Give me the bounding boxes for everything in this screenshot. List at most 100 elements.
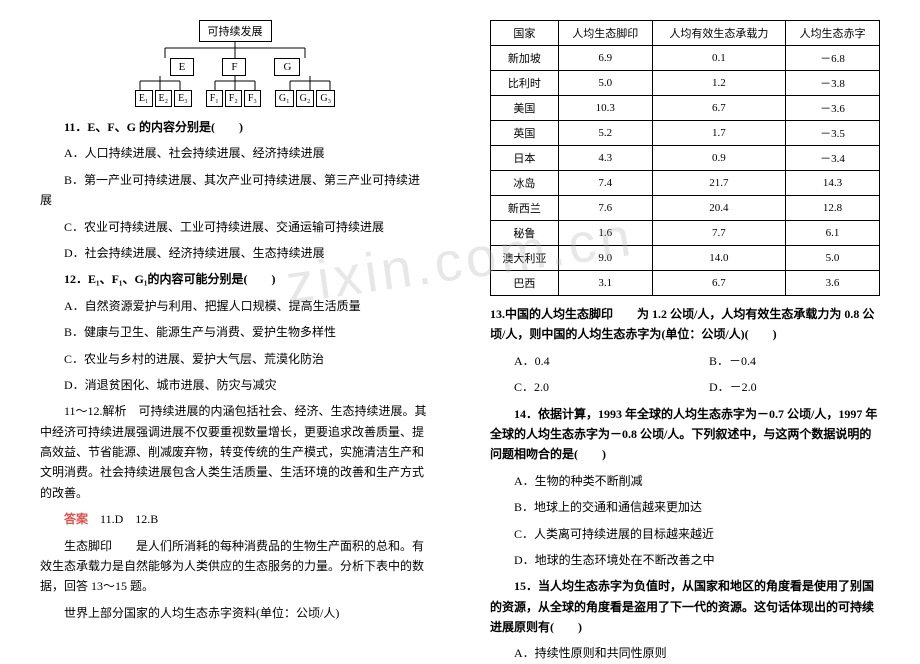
diagram-mid-e: E [170,58,195,76]
leaf-f2: F₂ [225,90,242,107]
leaf-e3: E₃ [174,90,192,107]
leaf-f1: F₁ [206,90,223,107]
table-cell: 新西兰 [491,196,559,221]
table-cell: 14.3 [786,171,880,196]
table-cell: 4.3 [558,146,652,171]
q11-b: B．第一产业可持续进展、其次产业可持续进展、第三产业可持续进展 [40,170,430,211]
diagram-mid-f: F [222,58,246,76]
q13-b: B．－0.4 [685,351,880,371]
table-cell: 英国 [491,121,559,146]
th-footprint: 人均生态脚印 [558,21,652,46]
th-deficit: 人均生态赤字 [786,21,880,46]
table-cell: －3.6 [786,96,880,121]
footprint-table: 国家 人均生态脚印 人均有效生态承载力 人均生态赤字 新加坡6.90.1－6.8… [490,20,880,296]
q14-stem: 14．依据计算，1993 年全球的人均生态赤字为－0.7 公顷/人，1997 年… [490,404,880,465]
table-row: 澳大利亚9.014.05.0 [491,246,880,271]
table-cell: 7.4 [558,171,652,196]
q12-d: D．消退贫困化、城市进展、防灾与减灾 [40,375,430,395]
table-row: 秘鲁1.67.76.1 [491,221,880,246]
q12-c: C．农业与乡村的进展、爱护大气层、荒漠化防治 [40,349,430,369]
table-cell: 12.8 [786,196,880,221]
table-cell: 9.0 [558,246,652,271]
right-column: 国家 人均生态脚印 人均有效生态承载力 人均生态赤字 新加坡6.90.1－6.8… [460,0,920,651]
table-cell: 冰岛 [491,171,559,196]
leaf-g2: G₂ [296,90,315,107]
left-column: 可持续发展 E F G [0,0,460,651]
table-cell: 7.7 [652,221,785,246]
leaf-e2: E₂ [155,90,173,107]
q14-a: A．生物的种类不断削减 [490,471,880,491]
table-cell: 6.7 [652,271,785,296]
table-row: 美国10.36.7－3.6 [491,96,880,121]
diagram-mid-g: G [274,58,300,76]
table-row: 新西兰7.620.412.8 [491,196,880,221]
leaf-f3: F₃ [244,90,261,107]
table-cell: 14.0 [652,246,785,271]
q13-row1: A．0.4 B．－0.4 [490,351,880,371]
analysis-11-12: 11～12.解析 可持续进展的内涵包括社会、经济、生态持续进展。其中经济可持续进… [40,401,430,503]
table-cell: 7.6 [558,196,652,221]
table-cell: 秘鲁 [491,221,559,246]
table-cell: 澳大利亚 [491,246,559,271]
q12-a: A．自然资源爱护与利用、把握人口规模、提高生活质量 [40,296,430,316]
table-row: 日本4.30.9－3.4 [491,146,880,171]
table-header-row: 国家 人均生态脚印 人均有效生态承载力 人均生态赤字 [491,21,880,46]
answer-11-12: 答案 11.D 12.B [40,509,430,529]
table-cell: 5.2 [558,121,652,146]
q11-d: D．社会持续进展、经济持续进展、生态持续进展 [40,243,430,263]
answer-label: 答案 [64,512,88,526]
diagram-connector-top [135,42,335,58]
table-cell: 21.7 [652,171,785,196]
q13-row2: C．2.0 D．－2.0 [490,377,880,397]
th-country: 国家 [491,21,559,46]
table-row: 英国5.21.7－3.5 [491,121,880,146]
table-cell: 0.1 [652,46,785,71]
table-cell: 巴西 [491,271,559,296]
answer-text: 11.D 12.B [88,512,158,526]
table-cell: 1.7 [652,121,785,146]
diagram-connector-bottom [115,76,355,90]
table-cell: 10.3 [558,96,652,121]
q12-stem: 12．E₁、F₁、G₁的内容可能分别是( ) [40,269,430,289]
table-cell: 3.6 [786,271,880,296]
table-cell: 6.7 [652,96,785,121]
q13-d: D．－2.0 [685,377,880,397]
table-cell: 6.9 [558,46,652,71]
q11-stem: 11．E、F、G 的内容分别是( ) [40,117,430,137]
q13-c: C．2.0 [490,377,685,397]
q15-stem: 15．当人均生态赤字为负值时，从国家和地区的角度看是使用了别国的资源，从全球的角… [490,576,880,637]
q14-c: C．人类离可持续进展的目标越来越近 [490,524,880,544]
table-cell: －3.5 [786,121,880,146]
table-cell: 新加坡 [491,46,559,71]
table-row: 比利时5.01.2－3.8 [491,71,880,96]
table-cell: 美国 [491,96,559,121]
table-cell: －6.8 [786,46,880,71]
diagram-root: 可持续发展 [199,20,272,42]
table-cell: －3.4 [786,146,880,171]
tree-diagram: 可持续发展 E F G [105,20,365,107]
table-cell: 6.1 [786,221,880,246]
table-cell: 5.0 [786,246,880,271]
leaf-g3: G₃ [316,90,335,107]
q15-a: A．持续性原则和共同性原则 [490,643,880,663]
table-cell: 20.4 [652,196,785,221]
q14-b: B．地球上的交通和通信越来更加达 [490,497,880,517]
table-cell: 3.1 [558,271,652,296]
q13-a: A．0.4 [490,351,685,371]
table-row: 冰岛7.421.714.3 [491,171,880,196]
th-capacity: 人均有效生态承载力 [652,21,785,46]
q12-b: B．健康与卫生、能源生产与消费、爱护生物多样性 [40,322,430,342]
table-title: 世界上部分国家的人均生态赤字资料(单位：公顷/人) [40,603,430,623]
q11-c: C．农业可持续进展、工业可持续进展、交通运输可持续进展 [40,217,430,237]
table-cell: 5.0 [558,71,652,96]
leaf-g1: G₁ [275,90,294,107]
q11-a: A．人口持续进展、社会持续进展、经济持续进展 [40,143,430,163]
table-row: 新加坡6.90.1－6.8 [491,46,880,71]
table-cell: －3.8 [786,71,880,96]
q14-d: D．地球的生态环境处在不断改善之中 [490,550,880,570]
table-cell: 日本 [491,146,559,171]
table-cell: 0.9 [652,146,785,171]
table-cell: 比利时 [491,71,559,96]
q13-stem: 13.中国的人均生态脚印 为 1.2 公顷/人，人均有效生态承载力为 0.8 公… [490,304,880,345]
table-cell: 1.2 [652,71,785,96]
